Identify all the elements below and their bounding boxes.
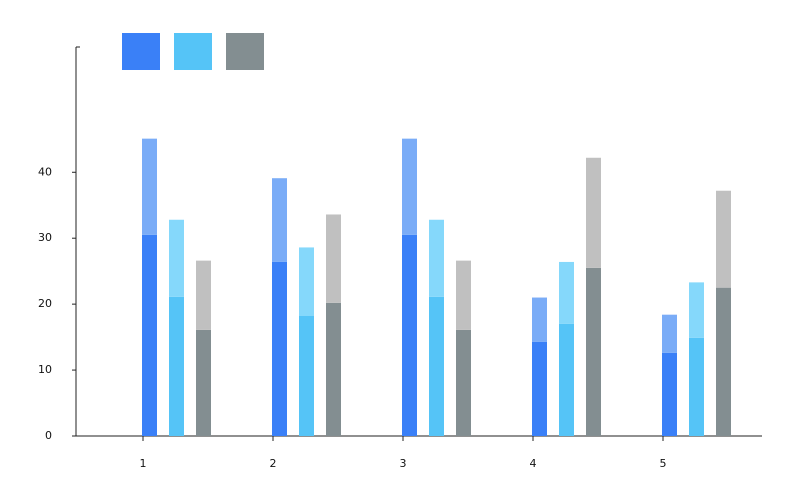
x-tick-label: 2 <box>270 457 277 470</box>
bar-segment <box>196 329 211 436</box>
bar-segment <box>559 323 574 436</box>
legend-swatch <box>174 33 212 70</box>
bar-segment <box>716 287 731 436</box>
bar-segment <box>662 314 677 353</box>
bar-segment <box>196 260 211 330</box>
bar-segment <box>532 341 547 436</box>
bar-segment <box>142 138 157 235</box>
bar-segment <box>169 219 184 297</box>
y-tick-label: 30 <box>38 231 52 244</box>
y-tick-label: 10 <box>38 363 52 376</box>
legend-swatch <box>226 33 264 70</box>
bar-segment <box>429 219 444 297</box>
x-tick-label: 5 <box>660 457 667 470</box>
bar-segment <box>169 296 184 436</box>
bar-segment <box>689 282 704 338</box>
bar-segment <box>689 337 704 436</box>
x-tick-label: 1 <box>140 457 147 470</box>
bar-segment <box>559 261 574 324</box>
bar-segment <box>456 260 471 330</box>
bar-segment <box>532 297 547 342</box>
bar-segment <box>272 261 287 436</box>
bar-segment <box>429 296 444 436</box>
bar-segment <box>716 190 731 288</box>
y-tick-label: 20 <box>38 297 52 310</box>
bar-segment <box>326 214 341 303</box>
y-tick-label: 0 <box>45 429 52 442</box>
bar-segment <box>299 316 314 436</box>
bar-segment <box>402 234 417 436</box>
legend-swatch <box>122 33 160 70</box>
bar-segment <box>402 138 417 235</box>
y-tick-label: 40 <box>38 165 52 178</box>
bar-segment <box>299 247 314 317</box>
bar-segment <box>456 329 471 436</box>
bar-segment <box>272 178 287 262</box>
bar-segment <box>326 302 341 436</box>
bar-segment <box>586 157 601 268</box>
bar-segment <box>662 352 677 436</box>
x-tick-label: 3 <box>400 457 407 470</box>
bar-segment <box>142 234 157 436</box>
bar-segment <box>586 267 601 436</box>
x-tick-label: 4 <box>530 457 537 470</box>
